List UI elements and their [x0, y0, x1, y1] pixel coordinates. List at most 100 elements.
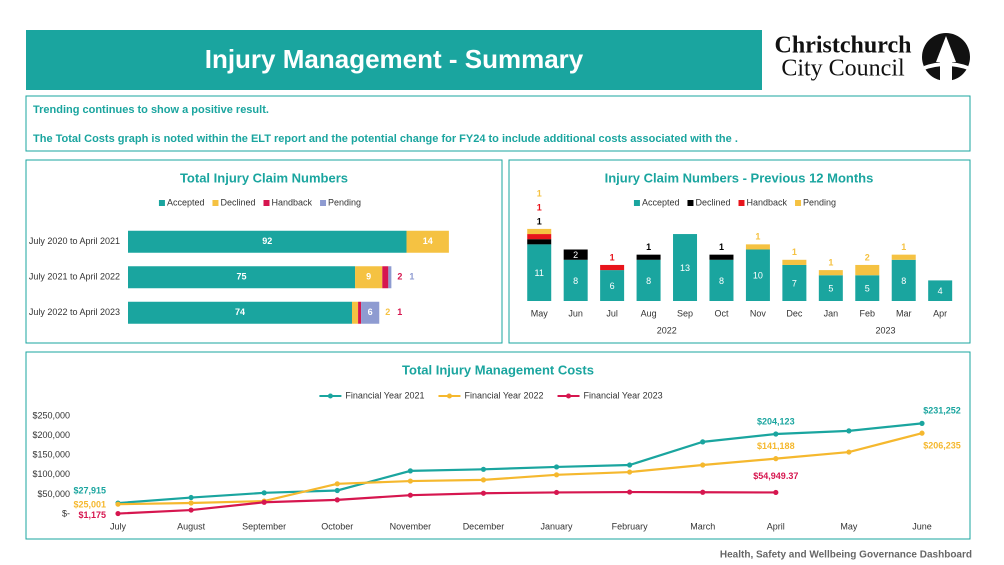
y-tick-label: $200,000	[32, 430, 70, 440]
bar-segment	[128, 266, 356, 289]
data-label: 2	[573, 250, 578, 260]
point	[700, 489, 706, 495]
point	[553, 464, 560, 470]
note: Trending continues to show a positive re…	[33, 104, 269, 116]
point	[334, 487, 340, 494]
x-tick-label: November	[390, 521, 432, 531]
data-label: 1	[901, 242, 906, 252]
data-label: 13	[680, 263, 690, 273]
data-label: 1	[537, 202, 542, 212]
bar-segment	[563, 249, 588, 260]
data-label: 9	[366, 272, 371, 282]
legend-swatch	[687, 200, 694, 206]
bar-segment	[600, 264, 625, 271]
legend-swatch	[795, 200, 802, 206]
data-label: 1	[719, 242, 724, 252]
legend-swatch	[327, 393, 333, 399]
bar-segment	[527, 239, 552, 245]
notes-box	[25, 95, 971, 152]
point	[261, 499, 267, 505]
point	[334, 497, 340, 503]
legend-label: Declined	[220, 197, 255, 207]
point	[480, 490, 487, 496]
data-label: $1,175	[78, 510, 106, 520]
point	[407, 478, 413, 484]
bar-segment	[527, 228, 552, 235]
x-tick-label: Nov	[750, 308, 767, 318]
x-tick-label: Sep	[677, 308, 693, 318]
data-label: $141,188	[757, 441, 795, 451]
bar-segment	[636, 254, 661, 260]
data-label: $206,235	[923, 441, 961, 451]
point	[407, 492, 413, 498]
legend-swatch	[212, 200, 219, 206]
data-label: $204,123	[757, 416, 795, 426]
legend-label: Financial Year 2023	[584, 390, 663, 400]
x-tick-label: Mar	[896, 308, 912, 318]
bar-segment	[406, 230, 449, 253]
x-tick-label: March	[690, 521, 715, 531]
bar-segment	[891, 259, 916, 301]
logo-text: Christchurch	[775, 33, 912, 59]
legend-swatch	[738, 200, 745, 206]
legend-label: Financial Year 2021	[345, 390, 424, 400]
bar-segment	[527, 234, 552, 240]
x-tick-label: April	[767, 521, 785, 531]
x-tick-label: February	[612, 521, 649, 531]
legend-label: Handback	[272, 197, 313, 207]
point	[334, 481, 340, 487]
x-tick-label: Feb	[860, 308, 876, 318]
point	[480, 466, 487, 472]
point	[188, 507, 194, 513]
logo-text: City Council	[781, 56, 905, 82]
point	[480, 477, 487, 483]
bar-segment	[563, 259, 588, 301]
data-label: 10	[753, 271, 763, 281]
bar-segment	[855, 264, 880, 276]
point	[773, 431, 779, 437]
note: The Total Costs graph is noted within th…	[33, 133, 738, 145]
bar-segment	[382, 266, 389, 289]
bar-segment	[709, 259, 734, 301]
x-tick-label: October	[321, 521, 353, 531]
data-label: 5	[865, 284, 870, 294]
bar-segment	[673, 234, 698, 301]
legend-swatch	[633, 200, 640, 206]
data-label: 1	[537, 188, 542, 198]
x-tick-label: December	[463, 521, 505, 531]
header-band	[26, 30, 762, 90]
legend: Financial Year 2021 Financial Year 2022 Fi…	[319, 390, 663, 400]
chart-panel	[25, 351, 971, 540]
bar-segment	[527, 244, 552, 301]
point	[115, 510, 121, 517]
bar-segment	[709, 254, 734, 260]
bar-segment	[818, 275, 843, 301]
data-label: 7	[792, 278, 797, 288]
data-label: 5	[828, 284, 833, 294]
data-label: 6	[610, 281, 615, 291]
point	[627, 462, 633, 468]
data-label: $54,949.37	[753, 471, 798, 481]
x-tick-label: Apr	[933, 308, 947, 318]
point	[700, 439, 706, 445]
legend-swatch	[263, 200, 270, 206]
bar-segment	[352, 301, 359, 324]
bar-segment	[361, 301, 380, 324]
point	[773, 489, 779, 496]
data-label: 8	[646, 276, 651, 286]
x-tick-label: June	[912, 521, 932, 531]
data-label: 1	[828, 257, 833, 267]
data-label: $27,915	[73, 485, 106, 495]
x-tick-label: August	[177, 521, 206, 531]
y-tick-label: $150,000	[32, 450, 70, 460]
legend-label: Accepted	[167, 197, 205, 207]
point	[846, 428, 852, 434]
data-label: 2	[385, 307, 390, 317]
chart-title: Total Injury Claim Numbers	[180, 170, 348, 185]
x-tick-label: July	[110, 521, 127, 531]
y-tick-label: $50,000	[37, 489, 70, 499]
y-tick-label: $-	[62, 508, 70, 518]
data-label: 8	[901, 276, 906, 286]
